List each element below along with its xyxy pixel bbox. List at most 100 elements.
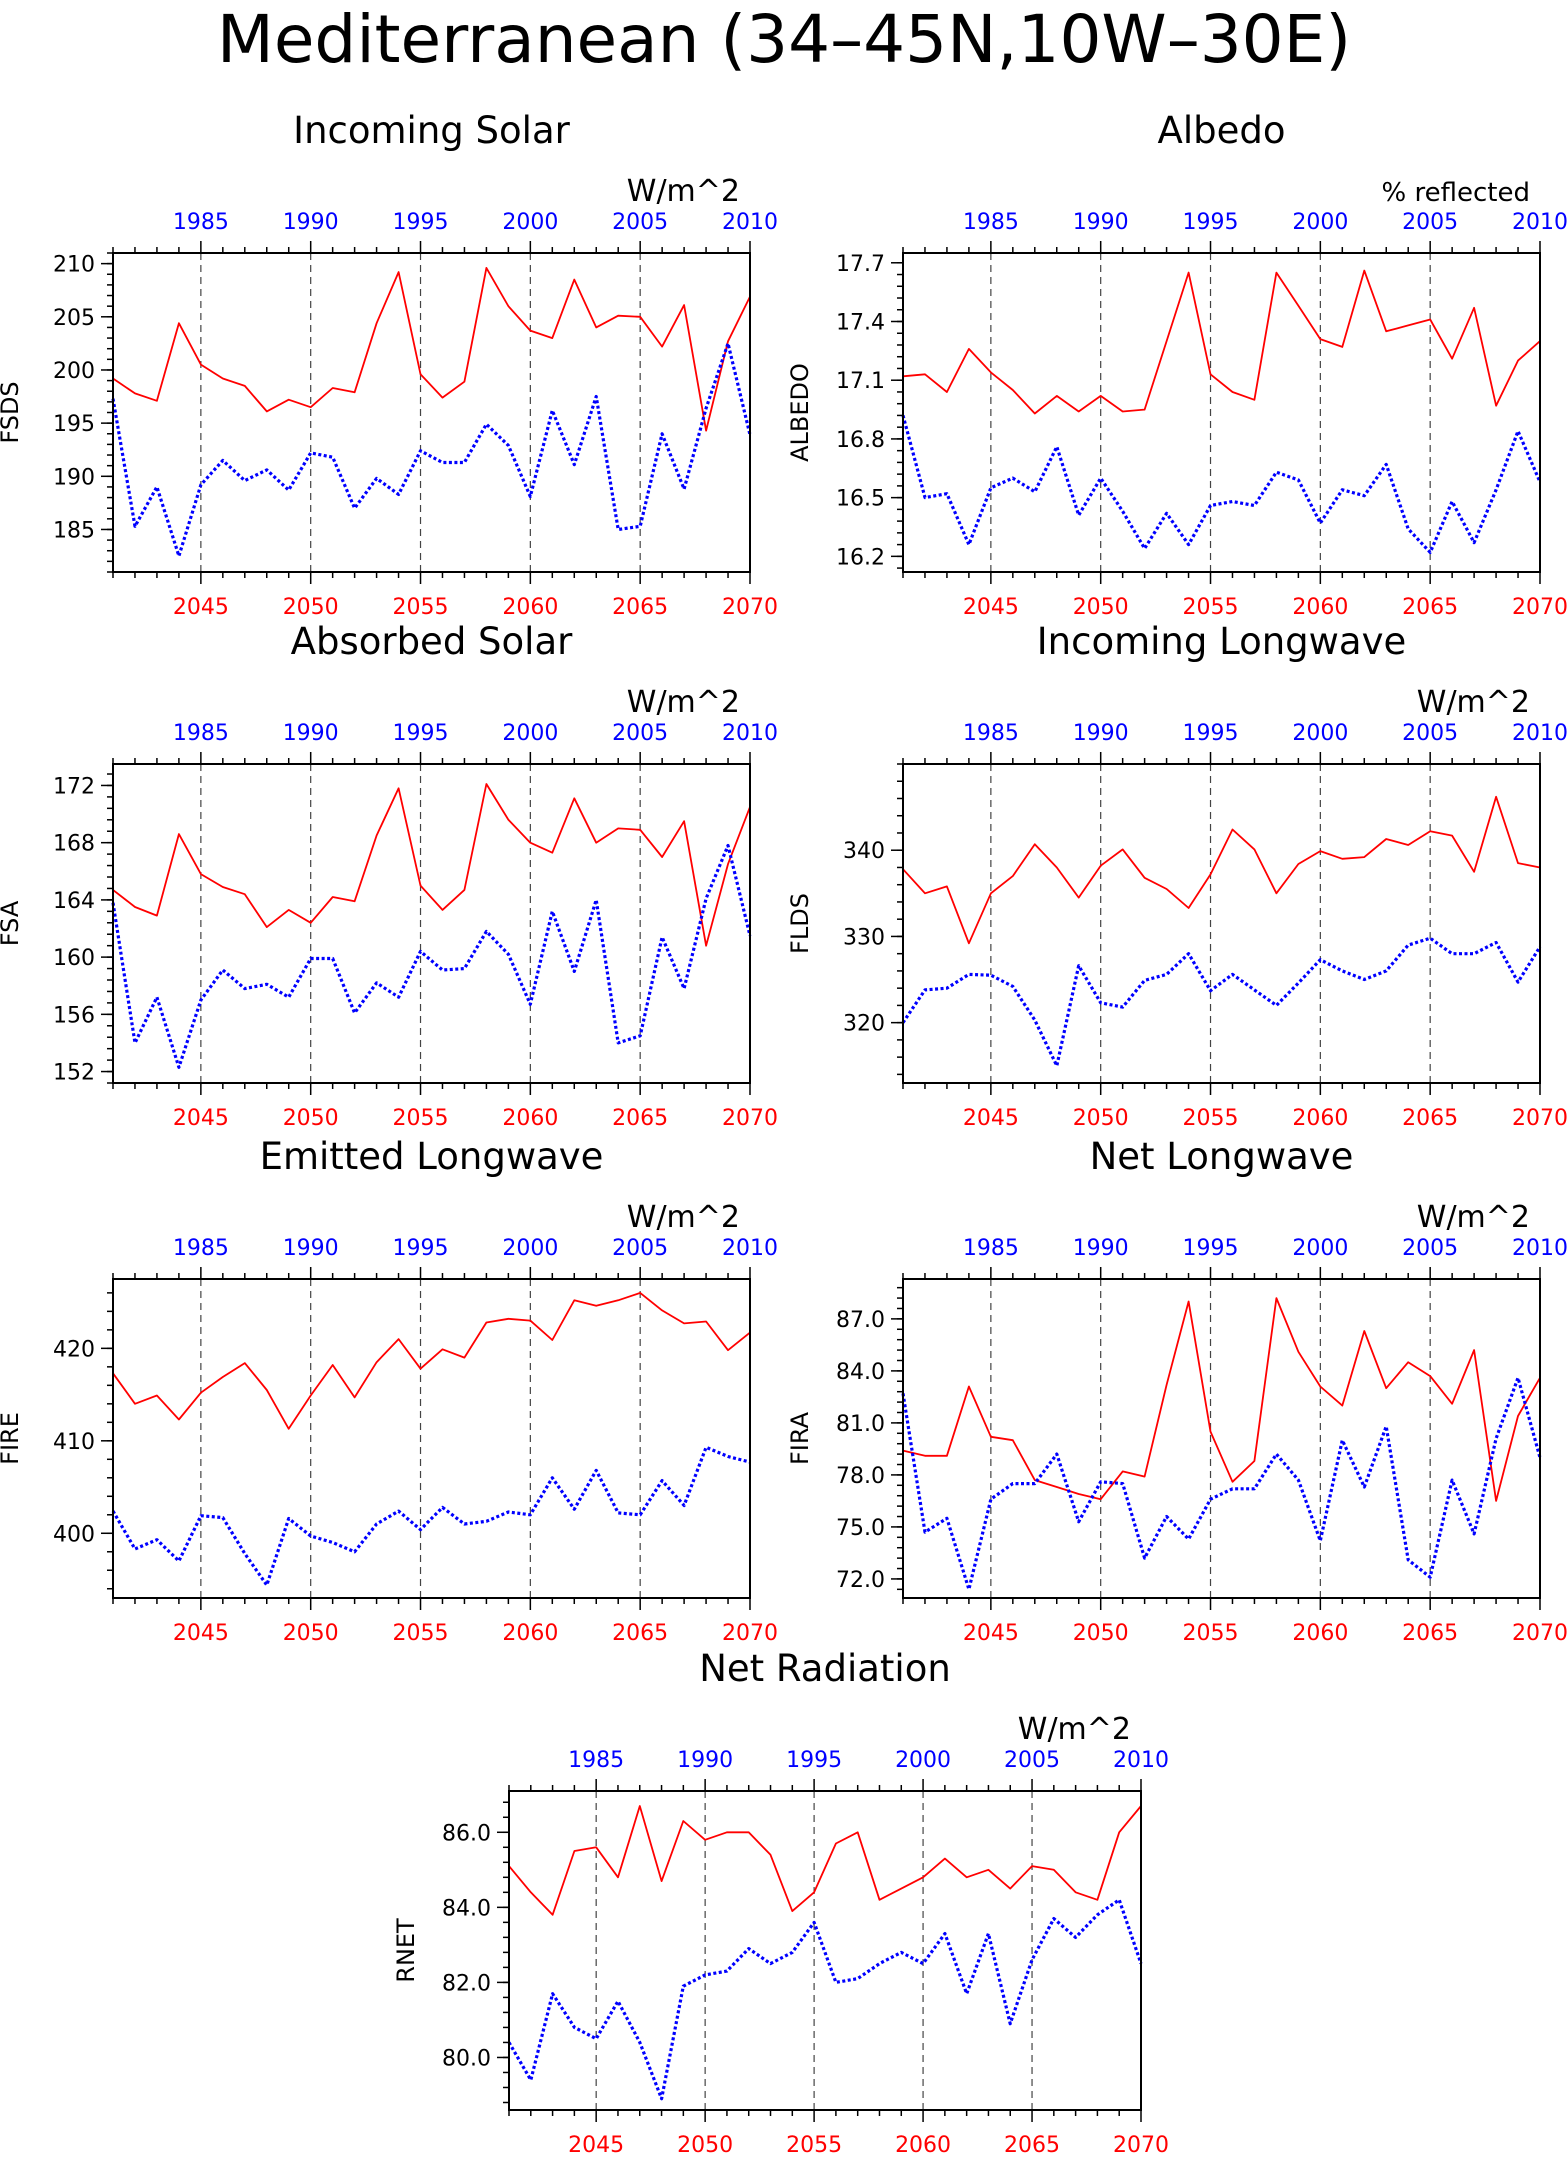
y-tick-label: 16.2 — [836, 545, 885, 570]
y-tick-label: 185 — [53, 518, 95, 543]
y-tick-label: 87.0 — [836, 1308, 885, 1333]
bottom-tick-label: 2050 — [283, 595, 339, 620]
chart-title: Incoming Solar — [293, 109, 570, 152]
top-tick-label: 2005 — [1402, 721, 1458, 746]
bottom-tick-label: 2050 — [283, 1621, 339, 1646]
bottom-tick-label: 2060 — [502, 1106, 558, 1131]
top-tick-label: 2005 — [1402, 210, 1458, 235]
top-tick-label: 2005 — [1004, 1748, 1060, 1773]
bottom-tick-label: 2065 — [612, 1106, 668, 1131]
y-tick-label: 320 — [843, 1012, 885, 1037]
bottom-tick-label: 2065 — [612, 595, 668, 620]
y-tick-label: 17.1 — [836, 369, 885, 394]
top-tick-label: 1985 — [963, 210, 1019, 235]
bottom-tick-label: 2070 — [722, 1621, 778, 1646]
y-tick-label: 195 — [53, 412, 95, 437]
y-tick-label: 190 — [53, 465, 95, 490]
top-tick-label: 1995 — [393, 210, 449, 235]
bottom-tick-label: 2060 — [1292, 1621, 1348, 1646]
top-tick-label: 2000 — [895, 1748, 951, 1773]
top-tick-label: 1995 — [786, 1748, 842, 1773]
y-tick-label: 330 — [843, 925, 885, 950]
y-tick-label: 160 — [53, 946, 95, 971]
y-tick-label: 420 — [53, 1337, 95, 1362]
plot-frame — [112, 763, 751, 1084]
top-tick-label: 2010 — [722, 721, 778, 746]
y-tick-label: 84.0 — [836, 1360, 885, 1385]
plot-frame — [112, 1278, 751, 1599]
top-tick-label: 1990 — [677, 1748, 733, 1773]
y-tick-label: 78.0 — [836, 1464, 885, 1489]
bottom-tick-label: 2045 — [963, 1621, 1019, 1646]
top-tick-label: 1985 — [568, 1748, 624, 1773]
chart-flds: Incoming Longwave W/m^2 2045 2050 2055 2060 20… — [786, 620, 1568, 1131]
top-tick-label: 2000 — [502, 1236, 558, 1261]
series-line-blue — [111, 843, 752, 1069]
bottom-tick-label: 2060 — [895, 2133, 951, 2158]
top-tick-label: 2010 — [1512, 721, 1568, 746]
top-tick-label: 2010 — [1512, 1236, 1568, 1261]
bottom-tick-label: 2055 — [393, 595, 449, 620]
top-tick-label: 1990 — [283, 721, 339, 746]
bottom-tick-label: 2045 — [963, 1106, 1019, 1131]
series-line-blue — [111, 1445, 751, 1587]
top-tick-label: 2010 — [722, 1236, 778, 1261]
bottom-tick-label: 2055 — [393, 1106, 449, 1131]
bottom-tick-label: 2045 — [568, 2133, 624, 2158]
bottom-tick-label: 2050 — [1073, 1621, 1129, 1646]
chart-title: Emitted Longwave — [260, 1135, 604, 1178]
chart-rnet: Net Radiation W/m^2 2045 2050 2055 2060 2065 20… — [392, 1647, 1169, 2158]
top-tick-label: 1990 — [283, 210, 339, 235]
chart-albedo: Albedo % reflected 2045 2050 2055 2060 2065 207… — [786, 109, 1568, 620]
chart-panels: Incoming Solar W/m^2 2045 2050 2055 2060 2065 2… — [0, 109, 1568, 2158]
top-tick-label: 1995 — [393, 1236, 449, 1261]
bottom-tick-label: 2060 — [1292, 595, 1348, 620]
y-tick-label: 17.7 — [836, 252, 885, 277]
bottom-tick-label: 2060 — [1292, 1106, 1348, 1131]
units-label: % reflected — [1382, 178, 1530, 208]
top-tick-label: 2005 — [612, 1236, 668, 1261]
bottom-tick-label: 2045 — [173, 595, 229, 620]
y-axis-label: ALBEDO — [786, 363, 814, 462]
bottom-tick-label: 2055 — [786, 2133, 842, 2158]
y-tick-label: 156 — [53, 1003, 95, 1028]
top-tick-label: 1990 — [1073, 210, 1129, 235]
chart-title: Incoming Longwave — [1037, 620, 1407, 663]
bottom-tick-label: 2055 — [1183, 1621, 1239, 1646]
y-tick-label: 72.0 — [836, 1568, 885, 1593]
top-tick-label: 2000 — [502, 721, 558, 746]
y-tick-label: 81.0 — [836, 1412, 885, 1437]
bottom-tick-label: 2050 — [677, 2133, 733, 2158]
bottom-tick-label: 2070 — [1113, 2133, 1169, 2158]
chart-fire: Emitted Longwave W/m^2 2045 2050 2055 2060 206… — [0, 1135, 778, 1646]
chart-title: Net Longwave — [1090, 1135, 1354, 1178]
top-tick-label: 1995 — [393, 721, 449, 746]
y-tick-label: 340 — [843, 839, 885, 864]
y-tick-label: 84.0 — [442, 1896, 491, 1921]
chart-fsa: Absorbed Solar W/m^2 2045 2050 2055 2060 2065 2… — [0, 620, 778, 1131]
bottom-tick-label: 2055 — [1183, 595, 1239, 620]
bottom-tick-label: 2060 — [502, 1621, 558, 1646]
units-label: W/m^2 — [627, 685, 740, 720]
top-tick-label: 1995 — [1183, 210, 1239, 235]
bottom-tick-label: 2070 — [1512, 1106, 1568, 1131]
top-tick-label: 2005 — [612, 210, 668, 235]
top-tick-label: 1990 — [1073, 1236, 1129, 1261]
y-tick-label: 205 — [53, 306, 95, 331]
bottom-tick-label: 2070 — [1512, 595, 1568, 620]
top-tick-label: 2010 — [1113, 1748, 1169, 1773]
top-tick-label: 2000 — [502, 210, 558, 235]
series-line-blue — [901, 414, 1542, 555]
top-tick-label: 2010 — [1512, 210, 1568, 235]
top-tick-label: 1985 — [963, 1236, 1019, 1261]
top-tick-label: 2000 — [1292, 1236, 1348, 1261]
y-axis-label: FIRA — [786, 1411, 814, 1465]
units-label: W/m^2 — [1018, 1712, 1131, 1747]
series-line-red — [902, 1297, 1541, 1502]
page-title: Mediterranean (34–45N,10W–30E) — [217, 1, 1351, 78]
bottom-tick-label: 2055 — [393, 1621, 449, 1646]
top-tick-label: 2005 — [612, 721, 668, 746]
y-tick-label: 16.8 — [836, 428, 885, 453]
bottom-tick-label: 2070 — [722, 595, 778, 620]
bottom-tick-label: 2045 — [963, 595, 1019, 620]
